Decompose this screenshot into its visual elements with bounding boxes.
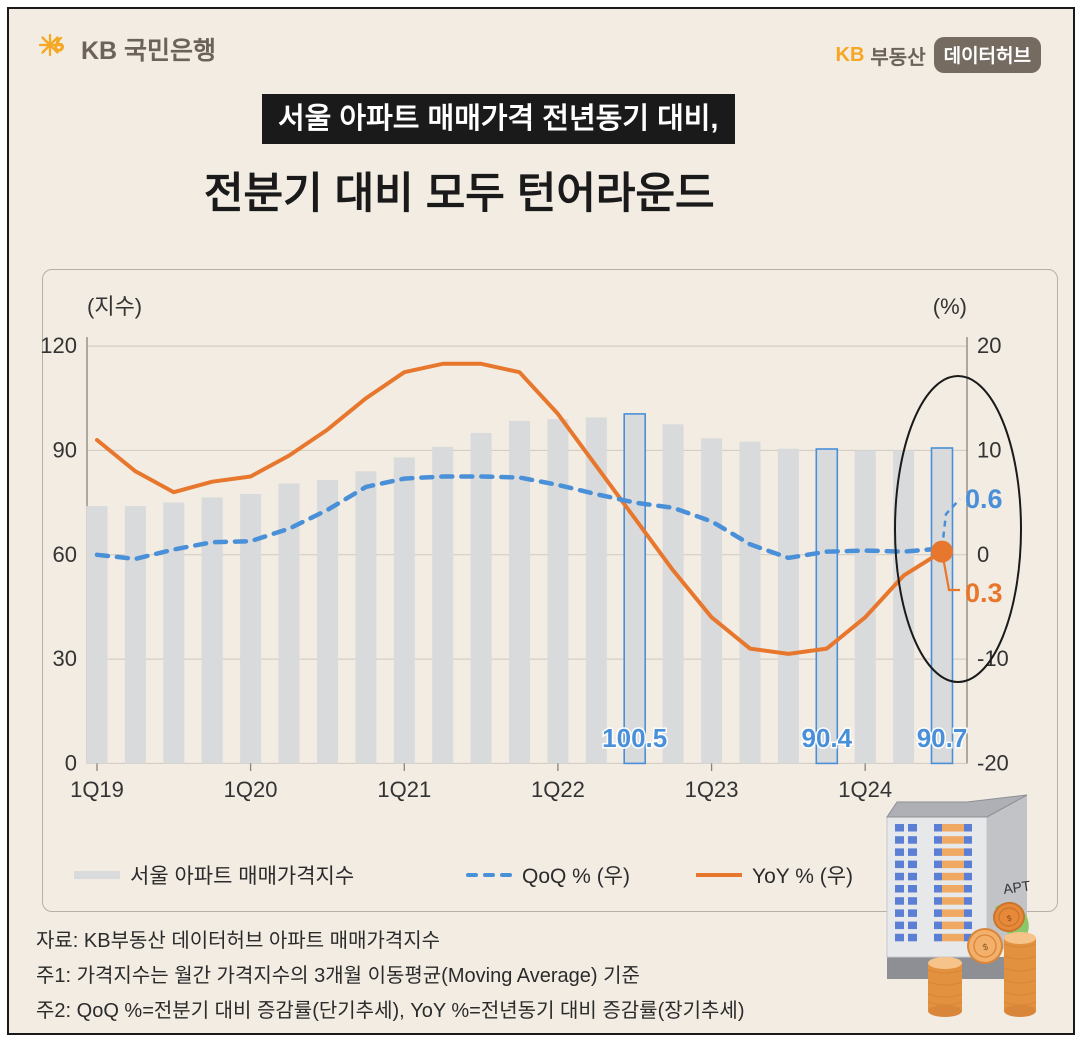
svg-text:-20: -20 (977, 750, 1009, 775)
svg-text:90.7: 90.7 (917, 723, 968, 753)
svg-text:120: 120 (40, 333, 77, 358)
svg-text:-10: -10 (977, 646, 1009, 671)
svg-text:1Q22: 1Q22 (531, 777, 585, 802)
svg-text:90.4: 90.4 (801, 723, 852, 753)
svg-text:(지수): (지수) (87, 294, 142, 319)
svg-text:60: 60 (53, 542, 77, 567)
svg-text:90: 90 (53, 437, 77, 462)
svg-text:1Q24: 1Q24 (838, 777, 892, 802)
svg-text:0: 0 (977, 542, 989, 567)
svg-text:100.5: 100.5 (602, 723, 667, 753)
svg-text:30: 30 (53, 646, 77, 671)
svg-text:1Q20: 1Q20 (224, 777, 278, 802)
svg-text:0.6: 0.6 (965, 484, 1003, 514)
svg-text:20: 20 (977, 333, 1001, 358)
svg-text:1Q21: 1Q21 (377, 777, 431, 802)
svg-text:1Q19: 1Q19 (70, 777, 124, 802)
svg-text:(%): (%) (933, 294, 967, 319)
svg-text:0: 0 (65, 750, 77, 775)
svg-text:10: 10 (977, 437, 1001, 462)
svg-text:1Q23: 1Q23 (685, 777, 739, 802)
svg-text:0.3: 0.3 (965, 578, 1003, 608)
